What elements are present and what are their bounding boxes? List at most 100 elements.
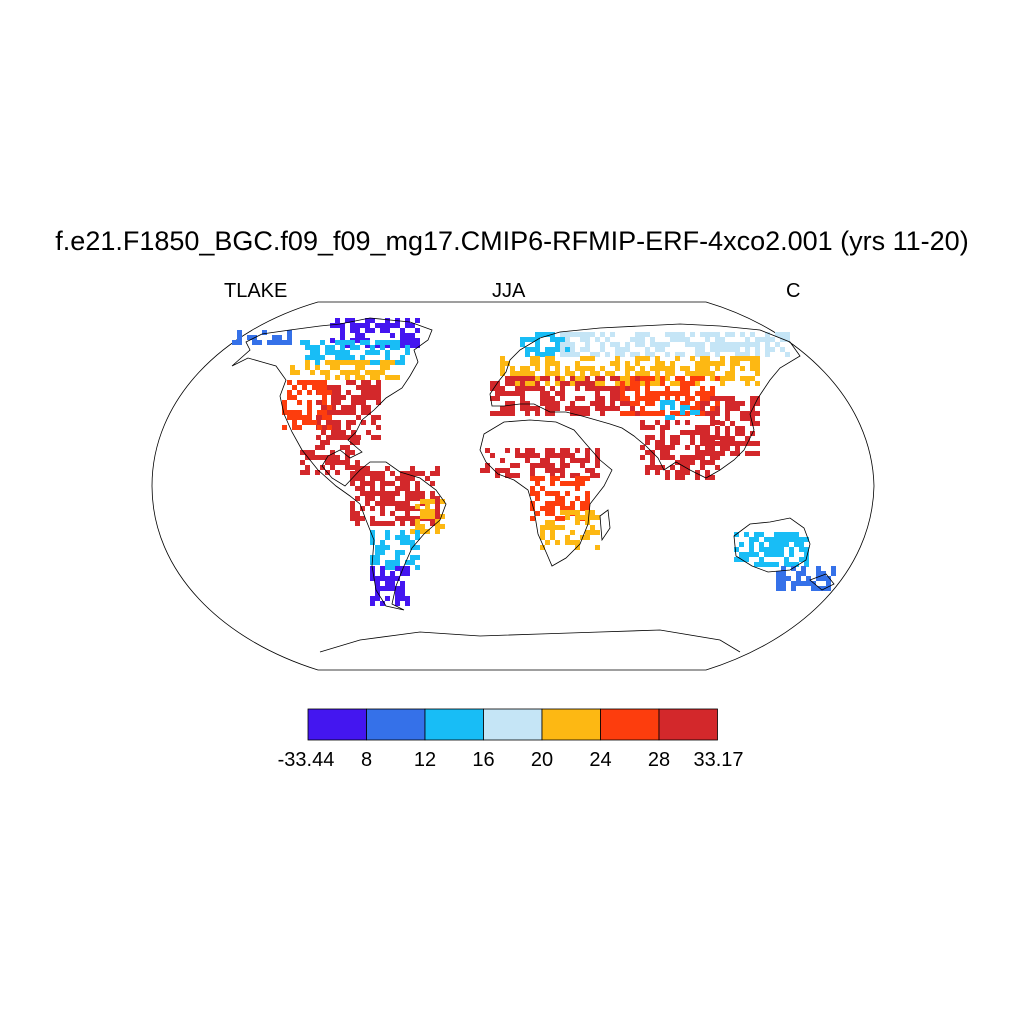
lake-cell	[645, 411, 650, 416]
lake-cell	[335, 365, 340, 370]
lake-cell	[355, 460, 360, 465]
lake-cell	[272, 340, 277, 345]
lake-cell	[615, 376, 620, 381]
lake-cell	[720, 446, 725, 451]
lake-cell	[560, 473, 565, 478]
lake-cell	[730, 421, 735, 426]
lake-cell	[680, 470, 685, 475]
lake-cell	[515, 376, 520, 381]
lake-cell	[615, 366, 620, 371]
lake-cell	[720, 356, 725, 361]
lake-cell	[650, 465, 655, 470]
lake-cell	[350, 360, 355, 365]
lake-cell	[515, 463, 520, 468]
lake-cell	[435, 516, 440, 521]
lake-cell	[685, 371, 690, 376]
lake-cell	[545, 468, 550, 473]
lake-cell	[307, 415, 312, 420]
lake-cell	[550, 352, 555, 357]
lake-cell	[495, 411, 500, 416]
lake-cell	[715, 431, 720, 436]
colorbar-boxes	[307, 708, 718, 741]
lake-cell	[665, 420, 670, 425]
lake-cell	[515, 371, 520, 376]
lake-cell	[350, 318, 355, 323]
lake-cell	[430, 496, 435, 501]
lake-cell	[680, 430, 685, 435]
lake-cell	[361, 385, 366, 390]
lake-cell	[540, 352, 545, 357]
lake-cell	[385, 535, 390, 540]
lake-cell	[346, 410, 351, 415]
lake-cell	[385, 375, 390, 380]
lake-cell	[640, 356, 645, 361]
lake-cell	[660, 366, 665, 371]
lake-cell	[520, 453, 525, 458]
lake-cell	[575, 515, 580, 520]
lake-cell	[575, 396, 580, 401]
lake-cell	[370, 375, 375, 380]
lake-cell	[670, 455, 675, 460]
lake-cell	[356, 400, 361, 405]
lake-cell	[705, 366, 710, 371]
lake-cell	[700, 366, 705, 371]
lake-cell	[300, 470, 305, 475]
lake-cell	[390, 576, 395, 581]
lake-cell	[565, 352, 570, 357]
lake-cell	[650, 342, 655, 347]
lake-cell	[375, 550, 380, 555]
lake-cell	[277, 340, 282, 345]
lake-cell	[565, 342, 570, 347]
lake-cell	[315, 360, 320, 365]
lake-cell	[730, 342, 735, 347]
lake-cell	[789, 547, 794, 552]
lake-cell	[620, 347, 625, 352]
lake-cell	[645, 386, 650, 391]
lake-cell	[316, 415, 321, 420]
lake-cell	[415, 486, 420, 491]
lake-cell	[685, 342, 690, 347]
lake-cell	[545, 448, 550, 453]
lake-cell	[330, 323, 335, 328]
lake-cell	[340, 445, 345, 450]
lake-cell	[505, 401, 510, 406]
lake-cell	[490, 386, 495, 391]
lake-cell	[405, 501, 410, 506]
lake-cell	[764, 552, 769, 557]
lake-cell	[430, 521, 435, 526]
lake-cell	[300, 340, 305, 345]
lake-cell	[257, 340, 262, 345]
lake-cell	[635, 337, 640, 342]
lake-cell	[620, 391, 625, 396]
lake-cell	[300, 460, 305, 465]
lake-cell	[645, 356, 650, 361]
lake-cell	[400, 355, 405, 360]
lake-cell	[595, 371, 600, 376]
lake-cell	[670, 415, 675, 420]
lake-cell	[779, 537, 784, 542]
lake-cell	[590, 352, 595, 357]
lake-cell	[365, 491, 370, 496]
lake-cell	[500, 356, 505, 361]
lake-cell	[505, 391, 510, 396]
lake-cell	[415, 318, 420, 323]
lake-cell	[351, 380, 356, 385]
lake-cell	[740, 356, 745, 361]
lake-cell	[650, 460, 655, 465]
lake-cell	[331, 395, 336, 400]
lake-cell	[385, 491, 390, 496]
lake-cell	[380, 571, 385, 576]
lake-cell	[405, 540, 410, 545]
lake-cell	[420, 509, 425, 514]
lake-cell	[575, 510, 580, 515]
lake-cell	[385, 355, 390, 360]
lake-cell	[355, 323, 360, 328]
lake-cell	[380, 323, 385, 328]
lake-cell	[420, 471, 425, 476]
lake-cell	[715, 435, 720, 440]
lake-cell	[510, 473, 515, 478]
lake-cell	[535, 352, 540, 357]
lake-cell	[500, 366, 505, 371]
lake-cell	[365, 318, 370, 323]
lake-cell	[415, 343, 420, 348]
